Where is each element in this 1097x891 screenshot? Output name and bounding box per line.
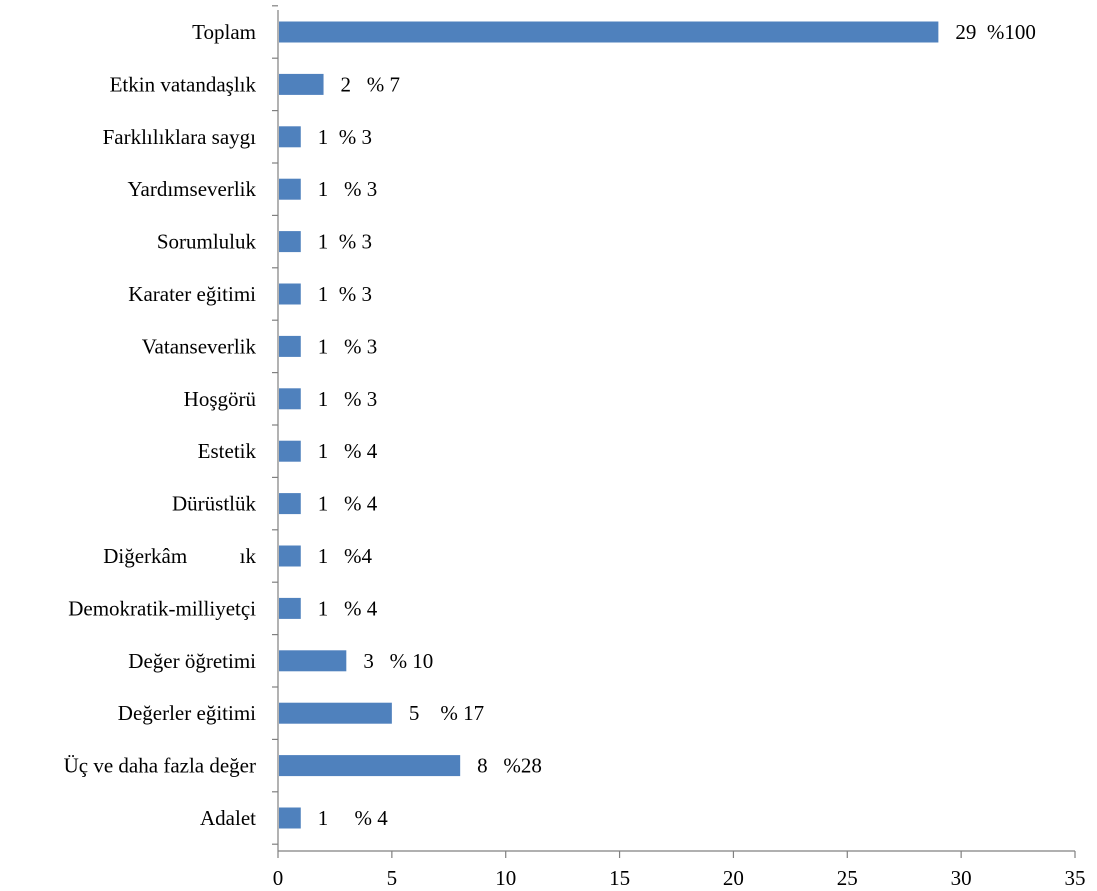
data-label: 1 % 4 [318, 806, 388, 830]
category-label: Toplam [192, 20, 256, 44]
data-labels: 1 % 4 8 %28 5 % 17 3 % 10 1 % 4 1 %4 1 % 4 1 % … [318, 20, 1036, 830]
data-label: 1 % 3 [318, 177, 378, 201]
bars-group [279, 21, 939, 829]
data-label: 1 % 3 [318, 334, 378, 358]
x-axis-tick-label: 5 [387, 866, 398, 890]
category-label: Adalet [200, 806, 256, 830]
x-axis-tick-label: 30 [951, 866, 972, 890]
category-label: Farklılıklara saygı [103, 125, 257, 149]
data-label: 3 % 10 [363, 649, 433, 673]
x-axis-ticks: 0 5 10 15 20 25 30 35 [273, 851, 1086, 890]
data-label: 1 % 3 [318, 125, 372, 149]
category-label: Sorumluluk [157, 230, 257, 254]
data-label: 1 % 4 [318, 492, 378, 516]
x-axis-tick-label: 10 [495, 866, 516, 890]
category-label: Vatanseverlik [142, 334, 257, 358]
category-label: Üç ve daha fazla değer [64, 754, 256, 778]
data-label: 5 % 17 [409, 701, 484, 725]
bar [279, 440, 301, 462]
bar [279, 283, 301, 305]
category-label: Karater eğitimi [128, 282, 256, 306]
bar [279, 807, 301, 829]
category-label: Değerler eğitimi [118, 701, 256, 725]
bar [279, 597, 301, 619]
x-axis-tick-label: 0 [273, 866, 284, 890]
bar [279, 335, 301, 357]
bar [279, 21, 939, 43]
category-label: Etkin vatandaşlık [110, 72, 257, 96]
bar [279, 755, 461, 777]
x-axis-tick-label: 20 [723, 866, 744, 890]
category-label: Değer öğretimi [128, 649, 256, 673]
data-label: 1 % 3 [318, 230, 372, 254]
data-label: 1 %4 [318, 544, 373, 568]
category-label: Diğerkâm ık [103, 544, 256, 568]
bar [279, 388, 301, 410]
x-axis-tick-label: 15 [609, 866, 630, 890]
bar [279, 73, 324, 95]
data-label: 1 % 3 [318, 282, 372, 306]
bar [279, 702, 392, 724]
category-label: Demokratik-milliyetçi [68, 596, 256, 620]
bar [279, 545, 301, 567]
bar [279, 126, 301, 148]
axes [272, 5, 1075, 852]
category-label: Dürüstlük [172, 492, 257, 516]
category-labels: Adalet Üç ve daha fazla değer Değerler eği… [64, 20, 257, 830]
category-label: Hoşgörü [184, 387, 257, 411]
bar [279, 650, 347, 672]
data-label: 8 %28 [477, 754, 542, 778]
data-label: 1 % 3 [318, 387, 378, 411]
data-label: 1 % 4 [318, 596, 378, 620]
x-axis-tick-label: 25 [837, 866, 858, 890]
category-label: Yardımseverlik [127, 177, 256, 201]
bar [279, 231, 301, 253]
x-axis-tick-label: 35 [1065, 866, 1086, 890]
bar [279, 178, 301, 200]
category-label: Estetik [198, 439, 257, 463]
data-label: 1 % 4 [318, 439, 378, 463]
bar [279, 493, 301, 515]
data-label: 2 % 7 [341, 72, 401, 96]
data-label: 29 %100 [955, 20, 1035, 44]
